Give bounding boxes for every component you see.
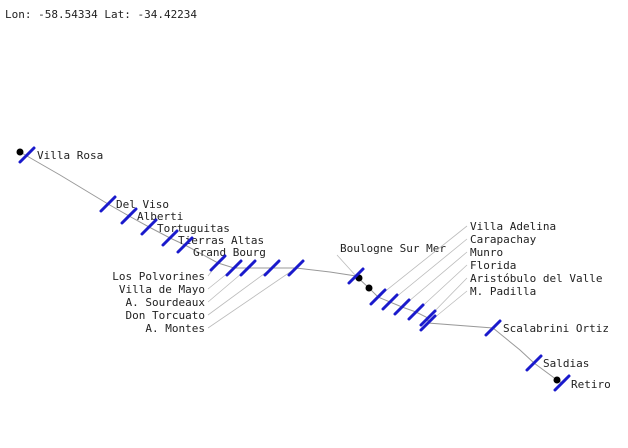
station-don-torcuato[interactable]: Don Torcuato: [126, 259, 281, 322]
station-scalabrini-ortiz[interactable]: Scalabrini Ortiz: [484, 319, 609, 337]
station-label: Scalabrini Ortiz: [503, 322, 609, 335]
endpoint-dot: [553, 376, 561, 384]
station-grand-bourg[interactable]: Grand Bourg: [176, 236, 266, 259]
endpoint-dot: [365, 284, 373, 292]
station-marker-icon[interactable]: [393, 298, 411, 316]
station-label: Boulogne Sur Mer: [340, 242, 446, 255]
station-a-montes[interactable]: A. Montes: [145, 259, 305, 335]
station-del-viso[interactable]: Del Viso: [99, 195, 169, 213]
route-line: [19, 151, 563, 384]
label-leader-line: [401, 251, 468, 308]
station-marker-icon[interactable]: [407, 303, 425, 321]
station-villa-de-mayo[interactable]: Villa de Mayo: [119, 259, 243, 296]
station-label: Villa Rosa: [37, 149, 103, 162]
station-label: Tierras Altas: [178, 234, 264, 247]
station-label: Saldias: [543, 357, 589, 370]
label-leader-line: [207, 267, 297, 329]
station-marker-icon[interactable]: [287, 259, 305, 277]
station-carapachay[interactable]: Carapachay: [381, 233, 537, 311]
station-label: Florida: [470, 259, 516, 272]
label-leader-line: [336, 254, 357, 277]
station-m-padilla[interactable]: M. Padilla: [419, 285, 536, 332]
station-label: Villa Adelina: [470, 220, 556, 233]
station-marker-icon[interactable]: [140, 218, 158, 236]
station-marker-icon[interactable]: [176, 236, 194, 254]
station-marker-icon[interactable]: [369, 288, 387, 306]
station-marker-icon[interactable]: [120, 207, 138, 225]
station-florida[interactable]: Florida: [407, 259, 516, 321]
station-marker-icon[interactable]: [239, 259, 257, 277]
station-marker-icon[interactable]: [419, 314, 437, 332]
label-leader-line: [207, 267, 273, 316]
station-retiro[interactable]: Retiro: [553, 374, 611, 392]
label-leader-line: [415, 264, 468, 313]
station-label: Grand Bourg: [193, 246, 266, 259]
station-label: Del Viso: [116, 198, 169, 211]
station-label: Carapachay: [470, 233, 537, 246]
station-villa-rosa[interactable]: Villa Rosa: [18, 146, 103, 164]
station-marker-icon[interactable]: [18, 146, 36, 164]
station-label: Retiro: [571, 378, 611, 391]
station-tierras-altas[interactable]: Tierras Altas: [161, 229, 264, 247]
station-marker-icon[interactable]: [419, 309, 437, 327]
station-munro[interactable]: Munro: [393, 246, 503, 316]
station-tortuguitas[interactable]: Tortuguitas: [140, 218, 230, 236]
station-marker-icon[interactable]: [347, 267, 365, 285]
station-marker-icon[interactable]: [99, 195, 117, 213]
station-label: Aristóbulo del Valle: [470, 272, 602, 285]
station-label: A. Sourdeaux: [126, 296, 206, 309]
station-marker-icon[interactable]: [209, 254, 227, 272]
station-label: A. Montes: [145, 322, 205, 335]
station-label: Los Polvorines: [112, 270, 205, 283]
station-saldias[interactable]: Saldias: [525, 354, 589, 372]
station-label: Munro: [470, 246, 503, 259]
label-leader-line: [389, 238, 468, 303]
station-marker-icon[interactable]: [484, 319, 502, 337]
station-marker-icon[interactable]: [225, 259, 243, 277]
station-label: Villa de Mayo: [119, 283, 205, 296]
station-aristo-bulo-del-valle[interactable]: Aristóbulo del Valle: [419, 272, 602, 327]
station-los-polvorines[interactable]: Los Polvorines: [112, 254, 227, 283]
coordinate-readout: Lon: -58.54334 Lat: -34.42234: [5, 8, 198, 21]
station-boulogne-sur-mer[interactable]: Boulogne Sur Mer: [336, 242, 446, 285]
label-leader-line: [377, 225, 468, 298]
station-marker-icon[interactable]: [381, 293, 399, 311]
station-label: Alberti: [137, 210, 183, 223]
station-label: M. Padilla: [470, 285, 536, 298]
station-marker-icon[interactable]: [263, 259, 281, 277]
station-marker-icon[interactable]: [161, 229, 179, 247]
station-marker-icon[interactable]: [525, 354, 543, 372]
station-alberti[interactable]: Alberti: [120, 207, 183, 225]
station-label: Don Torcuato: [126, 309, 205, 322]
endpoint-dot: [16, 148, 24, 156]
station-villa-adelina[interactable]: Villa Adelina: [369, 220, 556, 306]
station-a-sourdeaux[interactable]: A. Sourdeaux: [126, 259, 257, 309]
station-marker-icon[interactable]: [553, 374, 571, 392]
